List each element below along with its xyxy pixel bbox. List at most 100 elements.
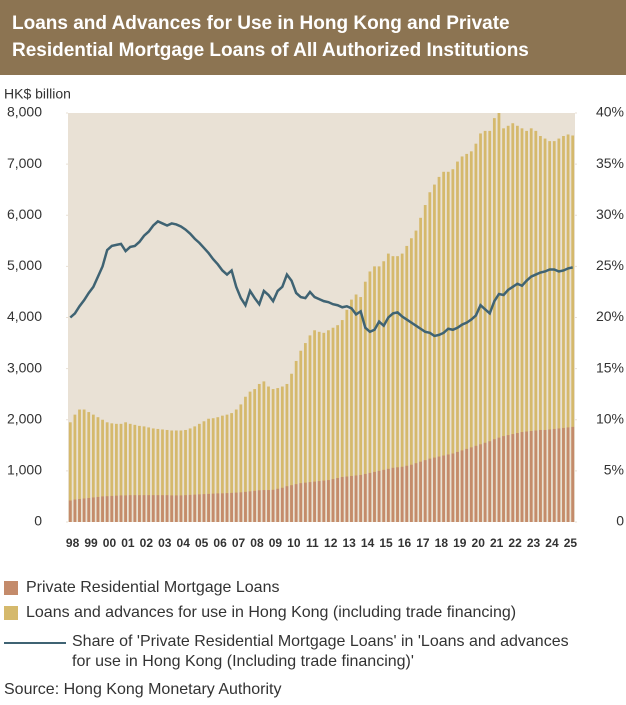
y2-tick-label: 5% <box>604 462 624 478</box>
bar <box>165 429 169 522</box>
bar <box>382 261 386 522</box>
bar <box>156 428 160 522</box>
bar <box>368 271 372 522</box>
bar <box>336 478 340 522</box>
bar <box>460 450 464 522</box>
bar <box>409 238 413 522</box>
bar <box>96 417 100 522</box>
bar <box>534 430 538 522</box>
bar <box>253 490 257 522</box>
bar <box>391 467 395 522</box>
bar <box>142 495 146 522</box>
bar <box>396 256 399 522</box>
bar <box>488 441 492 522</box>
bar <box>414 230 418 522</box>
bar <box>151 428 155 522</box>
bar <box>230 492 234 522</box>
bar <box>244 491 247 522</box>
bar <box>529 128 533 522</box>
bar <box>216 417 220 522</box>
bar <box>552 428 556 522</box>
y-tick-label: 3,000 <box>7 359 42 375</box>
y-axis-label: HK$ billion <box>4 86 71 102</box>
bar <box>327 480 330 522</box>
bar <box>299 483 303 522</box>
bar <box>202 421 206 522</box>
x-tick-label: 01 <box>121 536 135 550</box>
bar <box>456 451 459 522</box>
bar <box>543 429 547 522</box>
bar <box>87 412 91 522</box>
x-tick-label: 04 <box>177 536 191 550</box>
bar <box>442 171 446 522</box>
bar <box>105 422 109 522</box>
bar <box>483 130 487 523</box>
bar <box>336 325 340 522</box>
bar <box>460 156 464 523</box>
bar <box>433 457 436 522</box>
bar <box>290 373 293 522</box>
x-tick-label: 07 <box>232 536 246 550</box>
x-tick-label: 99 <box>84 536 98 550</box>
bar <box>115 495 118 522</box>
bar <box>382 469 386 522</box>
bar <box>234 409 238 522</box>
bar <box>474 445 478 522</box>
bar <box>442 455 446 522</box>
bar <box>451 169 455 523</box>
source: Source: Hong Kong Monetary Authority <box>4 681 282 698</box>
bar <box>303 482 307 522</box>
legend-line <box>4 642 66 644</box>
bar <box>165 495 169 522</box>
y-tick-label: 2,000 <box>7 410 42 426</box>
bar <box>465 448 469 522</box>
x-tick-label: 16 <box>398 536 412 550</box>
header-band <box>0 0 626 75</box>
bar <box>350 475 353 522</box>
y2-tick-label: 25% <box>596 257 624 273</box>
x-tick-label: 25 <box>564 536 578 550</box>
bar <box>267 386 270 522</box>
bar <box>419 217 422 522</box>
bar <box>446 171 450 522</box>
bar <box>400 466 404 522</box>
bar <box>557 138 561 522</box>
bar <box>373 266 376 522</box>
bar <box>548 141 552 522</box>
bar <box>110 423 114 522</box>
bar <box>386 468 390 522</box>
x-tick-label: 00 <box>103 536 117 550</box>
bar <box>216 493 220 522</box>
bar <box>359 474 363 522</box>
x-tick-label: 15 <box>379 536 393 550</box>
legend-swatch <box>4 581 18 595</box>
bar <box>225 493 229 522</box>
bar <box>156 495 160 522</box>
bar <box>548 429 552 522</box>
bar <box>345 309 349 522</box>
bar <box>308 335 312 522</box>
bar <box>419 461 422 522</box>
bar <box>91 497 95 522</box>
bar <box>221 415 224 522</box>
bar <box>340 477 344 522</box>
bar <box>184 429 187 522</box>
bar <box>188 428 192 522</box>
bar <box>428 458 432 522</box>
bar <box>308 482 312 522</box>
bar <box>562 136 565 522</box>
x-tick-label: 22 <box>508 536 522 550</box>
bar <box>322 480 326 522</box>
bar <box>497 113 501 522</box>
bar <box>451 453 455 522</box>
bar <box>161 495 164 522</box>
bar <box>225 414 229 522</box>
legend-swatch <box>4 606 18 620</box>
bar <box>354 294 358 522</box>
bar <box>197 423 201 522</box>
bar <box>363 281 367 522</box>
bar <box>506 435 510 522</box>
x-tick-label: 17 <box>416 536 430 550</box>
bar <box>529 430 533 522</box>
x-tick-label: 06 <box>213 536 227 550</box>
